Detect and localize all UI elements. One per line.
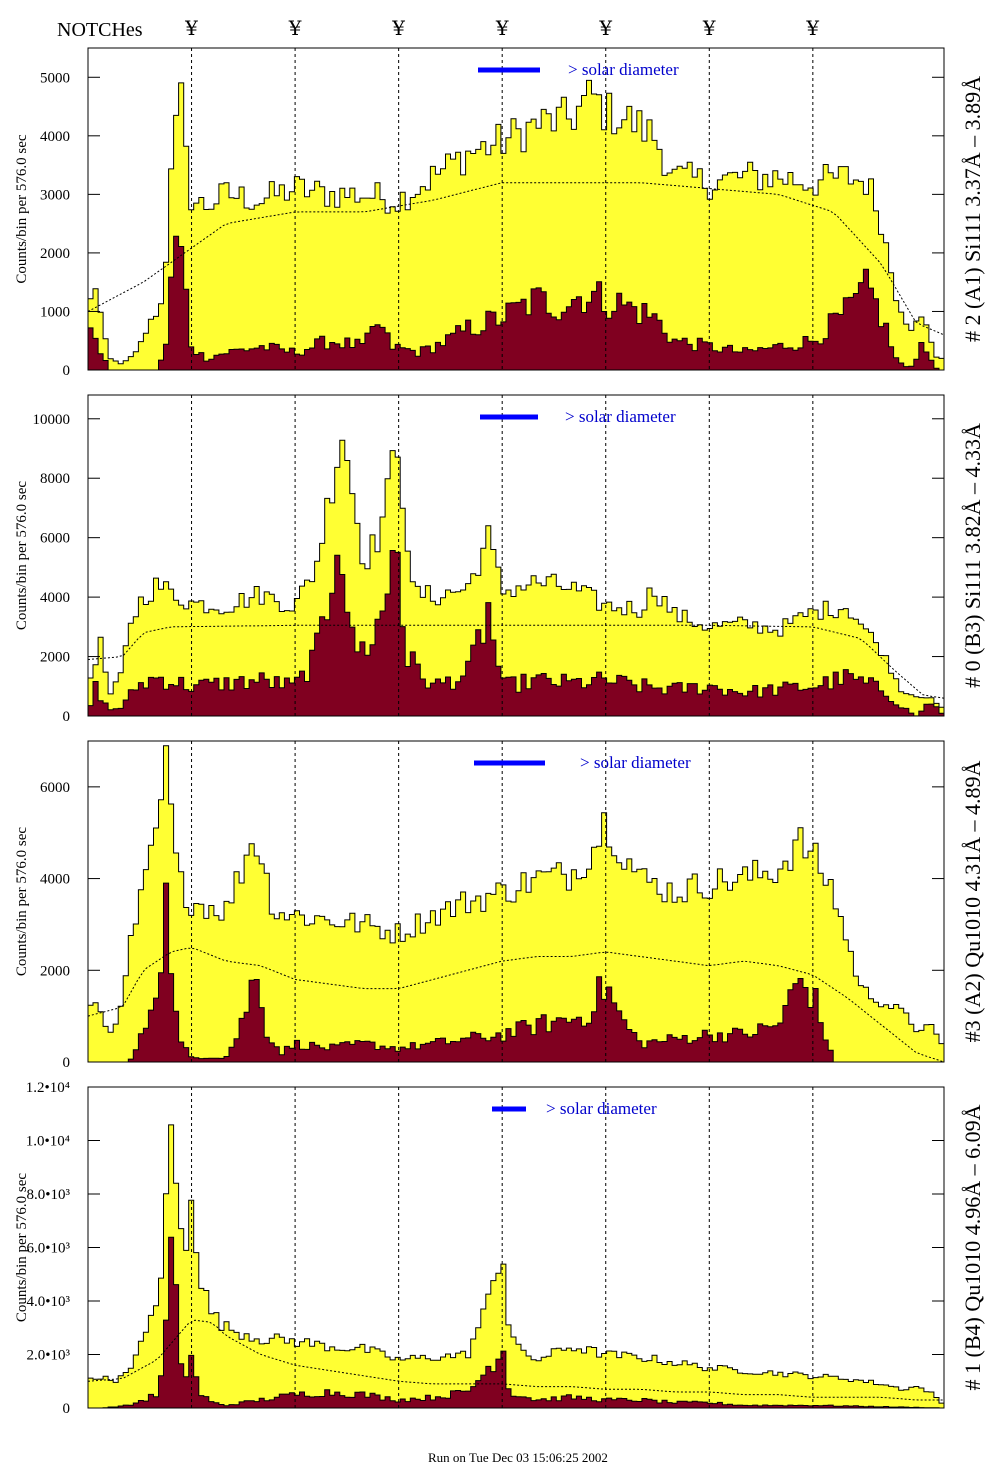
notches-header: NOTCHes ¥ ¥ ¥ ¥ ¥ ¥ ¥ (0, 0, 1004, 50)
y-tick-label: 0 (63, 1055, 71, 1071)
plot-frame (87, 394, 945, 717)
y-axis-label: Counts/bin per 576.0 sec (14, 481, 30, 630)
y-tick-label: 2.0•10³ (27, 1348, 71, 1364)
y-tick-label: 0 (63, 709, 71, 725)
legend-solar-diameter-label: > solar diameter (546, 1099, 657, 1118)
run-timestamp: Run on Tue Dec 03 15:06:25 2002 (428, 1450, 608, 1465)
y-tick-label: 8000 (40, 471, 70, 487)
y-tick-label: 1.2•10⁴ (26, 1080, 70, 1096)
panel-0: 0 1000 2000 3000 4000 5000 Counts/bin per 576.… (14, 47, 985, 379)
notch-marker: ¥ (806, 16, 820, 40)
series-model-curve (87, 624, 945, 699)
series-low-histogram (88, 882, 944, 1063)
notch-marker: ¥ (599, 16, 613, 40)
y-tick-label: 4.0•10³ (27, 1294, 71, 1310)
y-tick-label: 6000 (40, 531, 70, 547)
legend-solar-diameter-label: > solar diameter (568, 60, 679, 79)
y-axis-label: Counts/bin per 576.0 sec (14, 1173, 30, 1322)
y-tick-label: 0 (63, 363, 71, 379)
plot-frame (87, 47, 945, 371)
series-low-histogram (88, 1236, 944, 1409)
y-tick-label: 10000 (33, 412, 71, 428)
y-tick-label: 1.0•10⁴ (26, 1134, 70, 1150)
y-tick-label: 0 (63, 1401, 71, 1417)
series-low-histogram (87, 550, 945, 717)
series-total-histogram (87, 79, 945, 371)
notch-marker: ¥ (392, 16, 405, 40)
y-tick-label: 6000 (40, 780, 70, 796)
y-tick-label: 8.0•10³ (27, 1187, 71, 1203)
y-tick-label: 1000 (40, 304, 70, 320)
notch-marker: ¥ (495, 16, 509, 40)
y-axis-label: Counts/bin per 576.0 sec (14, 827, 30, 976)
y-tick-label: 4000 (40, 129, 70, 145)
series-low-histogram (87, 235, 944, 371)
y-axis-label: Counts/bin per 576.0 sec (14, 134, 30, 283)
y-tick-label: 3000 (40, 187, 70, 203)
panel-title: #3 (A2) Qu1010 4.31Å – 4.89Å (960, 761, 985, 1043)
y-tick-label: 4000 (40, 590, 70, 606)
notch-marker: ¥ (288, 16, 302, 40)
y-tick-label: 4000 (40, 872, 70, 888)
series-total-histogram (87, 1124, 945, 1409)
notch-marker: ¥ (185, 16, 198, 40)
y-tick-label: 5000 (40, 70, 70, 86)
panel-3: 0 2.0•10³ 4.0•10³ 6.0•10³ 8.0•10³ 1.0•10⁴ 1.2•… (14, 1080, 985, 1417)
series-total-histogram (87, 439, 945, 717)
panel-title: # 2 (A1) Si111 3.37Å – 3.89Å (960, 76, 985, 342)
y-tick-label: 2000 (40, 650, 70, 666)
panel-1: 0 2000 4000 6000 8000 10000 Counts/bin per 576… (14, 394, 985, 725)
legend-solar-diameter-label: > solar diameter (580, 753, 691, 772)
notch-marker: ¥ (702, 16, 716, 40)
panel-2: 0 2000 4000 6000 Counts/bin per 576.0 sec #3 … (14, 740, 985, 1071)
plot-frame (87, 740, 945, 1063)
y-tick-label: 6.0•10³ (27, 1241, 71, 1257)
notches-label: NOTCHes (57, 19, 143, 41)
series-model-curve (87, 1319, 944, 1401)
panel-title: # 0 (B3) Si111 3.82Å – 4.33Å (960, 423, 985, 688)
panel-title: # 1 (B4) Qu1010 4.96Å – 6.09Å (960, 1104, 985, 1390)
y-tick-label: 2000 (40, 246, 70, 262)
series-model-curve (87, 947, 945, 1063)
series-total-histogram (87, 745, 945, 1063)
series-model-curve (87, 182, 945, 336)
legend-solar-diameter-label: > solar diameter (565, 407, 676, 426)
y-tick-label: 2000 (40, 963, 70, 979)
